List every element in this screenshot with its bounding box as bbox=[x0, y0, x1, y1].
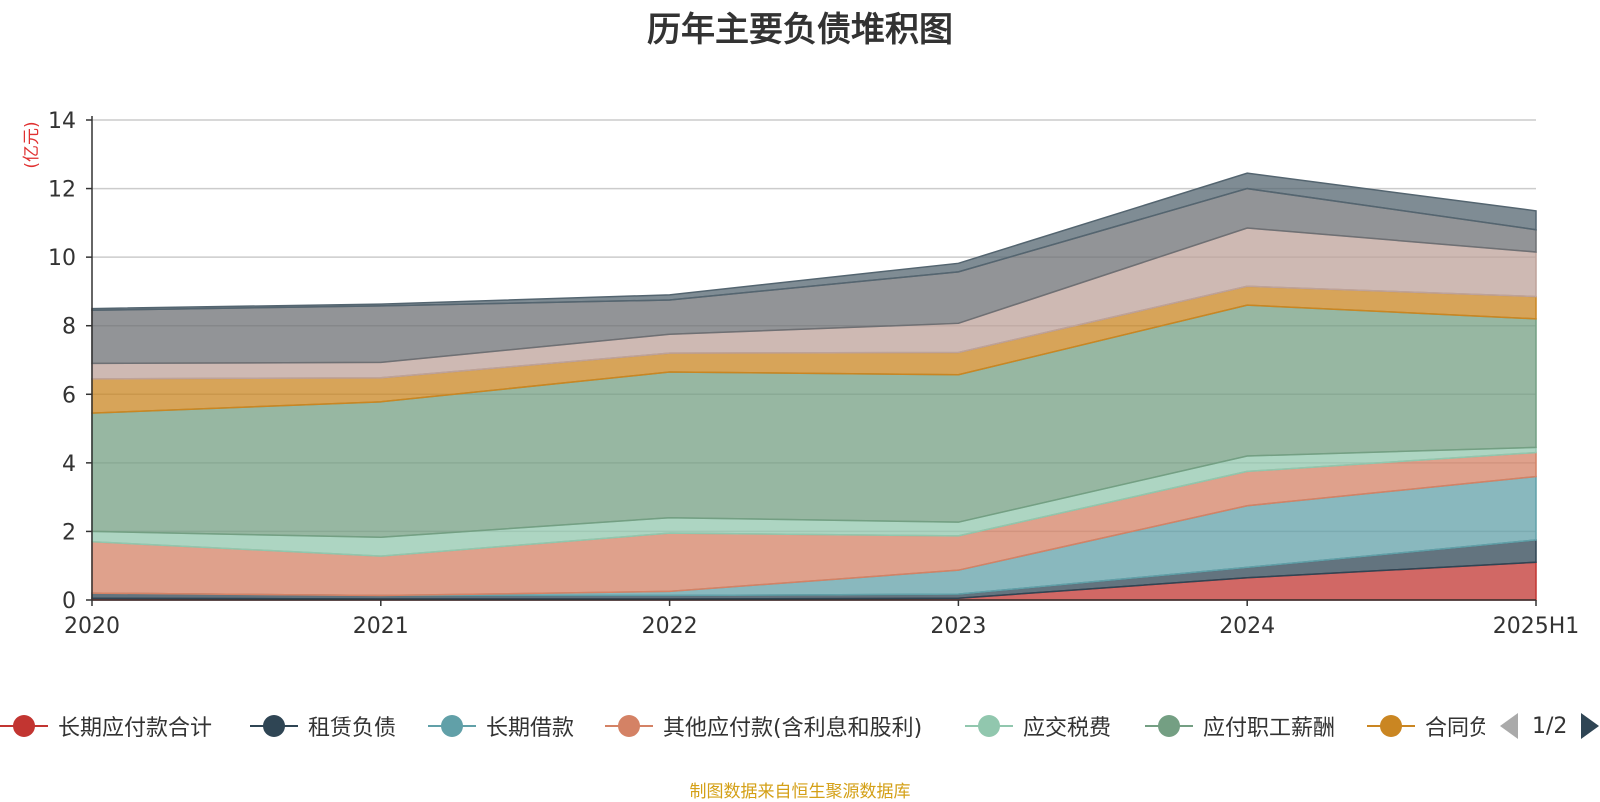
legend-item[interactable]: 应付职工薪酬 bbox=[1145, 710, 1335, 742]
legend-label: 应交税费 bbox=[1023, 716, 1112, 741]
legend-item[interactable]: 合同负债 bbox=[1367, 710, 1485, 742]
y-tick-label: 0 bbox=[62, 589, 76, 614]
y-tick-label: 14 bbox=[48, 109, 76, 134]
legend-marker-icon bbox=[965, 710, 1013, 742]
legend-item[interactable]: 长期借款 bbox=[428, 710, 574, 742]
legend-label: 合同负债 bbox=[1425, 716, 1485, 741]
legend-marker-icon bbox=[1145, 710, 1193, 742]
chart-title: 历年主要负债堆积图 bbox=[647, 10, 953, 50]
legend: 长期应付款合计 租赁负债 长期借款 其他应付款(含利息和股利) 应交税费 应付职工薪酬 合同… bbox=[0, 710, 1600, 750]
legend-item[interactable]: 应交税费 bbox=[965, 710, 1111, 742]
legend-marker-icon bbox=[1367, 710, 1415, 742]
x-tick-label: 2025H1 bbox=[1493, 614, 1580, 639]
legend-next-page-icon[interactable] bbox=[1581, 713, 1600, 739]
legend-items: 长期应付款合计 租赁负债 长期借款 其他应付款(含利息和股利) 应交税费 应付职工薪酬 合同… bbox=[0, 710, 1485, 750]
data-source-note: 制图数据来自恒生聚源数据库 bbox=[689, 782, 911, 802]
y-tick-label: 2 bbox=[62, 520, 76, 545]
y-tick-label: 4 bbox=[62, 452, 76, 477]
x-tick-label: 2024 bbox=[1219, 614, 1275, 639]
legend-marker-icon bbox=[428, 710, 476, 742]
y-tick-label: 6 bbox=[62, 383, 76, 408]
legend-pager: 1/2 bbox=[1500, 710, 1600, 742]
legend-item[interactable]: 其他应付款(含利息和股利) bbox=[605, 710, 922, 742]
legend-label: 长期借款 bbox=[486, 716, 575, 741]
y-tick-label: 10 bbox=[48, 246, 76, 271]
legend-label: 租赁负债 bbox=[308, 716, 397, 741]
x-tick-label: 2020 bbox=[64, 614, 120, 639]
x-tick-label: 2022 bbox=[642, 614, 698, 639]
area-series-10 bbox=[91, 172, 1537, 312]
y-axis-unit-label: (亿元) bbox=[22, 121, 42, 168]
legend-marker-icon bbox=[250, 710, 298, 742]
legend-item[interactable]: 租赁负债 bbox=[250, 710, 396, 742]
plot-area: 0 2 4 6 8 10 12 14 2020 2021 2022 2023 2024 2025H1 (亿… bbox=[22, 109, 1580, 639]
x-tick-label: 2023 bbox=[930, 614, 986, 639]
x-tick-label: 2021 bbox=[353, 614, 409, 639]
y-tick-label: 8 bbox=[62, 315, 76, 340]
legend-label: 其他应付款(含利息和股利) bbox=[663, 716, 923, 741]
legend-label: 长期应付款合计 bbox=[58, 716, 213, 741]
legend-item[interactable]: 长期应付款合计 bbox=[0, 710, 212, 742]
legend-prev-page-icon[interactable] bbox=[1500, 713, 1518, 739]
legend-marker-icon bbox=[605, 710, 653, 742]
y-tick-label: 12 bbox=[48, 178, 76, 203]
legend-marker-icon bbox=[0, 710, 48, 742]
legend-page-number: 1/2 bbox=[1532, 713, 1568, 739]
legend-label: 应付职工薪酬 bbox=[1203, 716, 1336, 741]
